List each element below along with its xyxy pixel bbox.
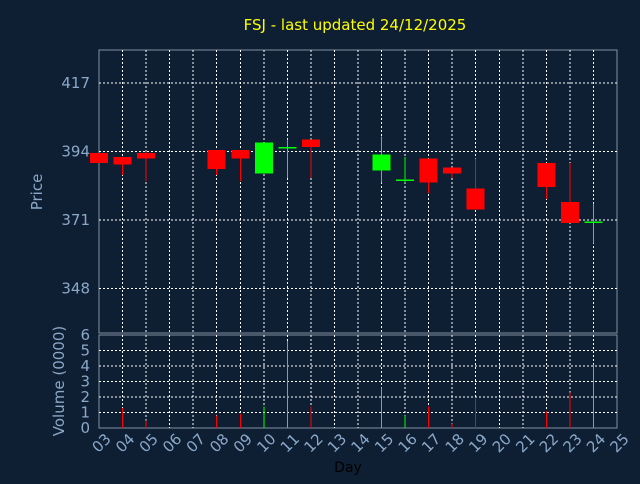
price-tick-label-371: 371	[61, 211, 90, 229]
chart-title: FSJ - last updated 24/12/2025	[244, 16, 467, 34]
price-tick-label-394: 394	[61, 142, 90, 160]
volume-tick-label-0: 0	[80, 419, 90, 437]
candle-22	[537, 163, 556, 199]
candle-16	[396, 157, 415, 183]
candle-23	[560, 163, 579, 223]
candle-body-03	[90, 152, 108, 164]
candle-body-11	[278, 146, 297, 149]
day-tick-label-25: 25	[607, 430, 633, 456]
candle-15	[372, 136, 391, 183]
day-tick-label-14: 14	[348, 430, 374, 456]
candle-body-08	[207, 149, 226, 170]
candle-body-19	[466, 188, 485, 210]
day-tick-label-21: 21	[512, 430, 538, 456]
candle-body-17	[419, 158, 438, 183]
day-tick-label-09: 09	[230, 430, 256, 456]
candle-04	[113, 157, 132, 176]
day-tick-label-11: 11	[277, 430, 303, 456]
candle-03	[90, 152, 108, 164]
day-tick-label-06: 06	[159, 430, 185, 456]
candle-body-24	[584, 221, 603, 223]
day-tick-label-23: 23	[559, 430, 585, 456]
candle-11	[278, 139, 297, 179]
day-axis-label: Day	[334, 460, 362, 476]
volume-tick-label-2: 2	[80, 388, 90, 406]
day-tick-label-12: 12	[300, 430, 326, 456]
day-tick-label-05: 05	[136, 430, 162, 456]
candle-24	[584, 203, 603, 244]
day-tick-label-19: 19	[465, 430, 491, 456]
candle-body-12	[301, 139, 320, 147]
volume-panel: 0123456030405060708091011121314151617181…	[80, 326, 632, 456]
candle-body-16	[396, 179, 415, 182]
day-tick-label-13: 13	[324, 430, 350, 456]
candle-10	[254, 142, 273, 174]
candle-09	[231, 149, 250, 182]
candle-body-23	[560, 201, 579, 223]
day-tick-label-07: 07	[183, 430, 209, 456]
day-tick-label-04: 04	[112, 430, 138, 456]
candle-body-09	[231, 149, 250, 159]
day-tick-label-24: 24	[583, 430, 609, 456]
volume-tick-label-1: 1	[80, 404, 90, 422]
price-tick-label-348: 348	[61, 279, 90, 297]
day-tick-label-22: 22	[536, 430, 562, 456]
price-panel: 348 371 394 417	[61, 49, 618, 334]
day-tick-label-08: 08	[206, 430, 232, 456]
price-tick-label-417: 417	[61, 74, 90, 92]
candle-05	[137, 151, 156, 182]
day-tick-label-18: 18	[442, 430, 468, 456]
volume-axis-label: Volume (0000)	[50, 326, 68, 436]
volume-tick-label-3: 3	[80, 373, 90, 391]
candle-body-04	[113, 157, 132, 165]
day-tick-label-17: 17	[418, 430, 444, 456]
price-axis-label: Price	[28, 174, 46, 211]
candle-08	[207, 149, 226, 176]
candle-body-10	[254, 142, 273, 174]
volume-tick-label-4: 4	[80, 357, 90, 375]
candle-19	[466, 158, 485, 210]
candle-body-05	[137, 152, 156, 159]
volume-tick-label-6: 6	[80, 326, 90, 344]
candle-17	[419, 158, 438, 193]
candle-body-22	[537, 163, 556, 188]
day-tick-label-20: 20	[489, 430, 515, 456]
volume-tick-label-5: 5	[80, 342, 90, 360]
day-tick-label-15: 15	[371, 430, 397, 456]
candle-body-18	[443, 167, 462, 174]
day-tick-label-16: 16	[395, 430, 421, 456]
day-tick-label-03: 03	[89, 430, 115, 456]
candle-12	[301, 139, 320, 179]
candle-18	[443, 167, 462, 179]
day-tick-label-10: 10	[253, 430, 279, 456]
candle-body-15	[372, 154, 391, 171]
